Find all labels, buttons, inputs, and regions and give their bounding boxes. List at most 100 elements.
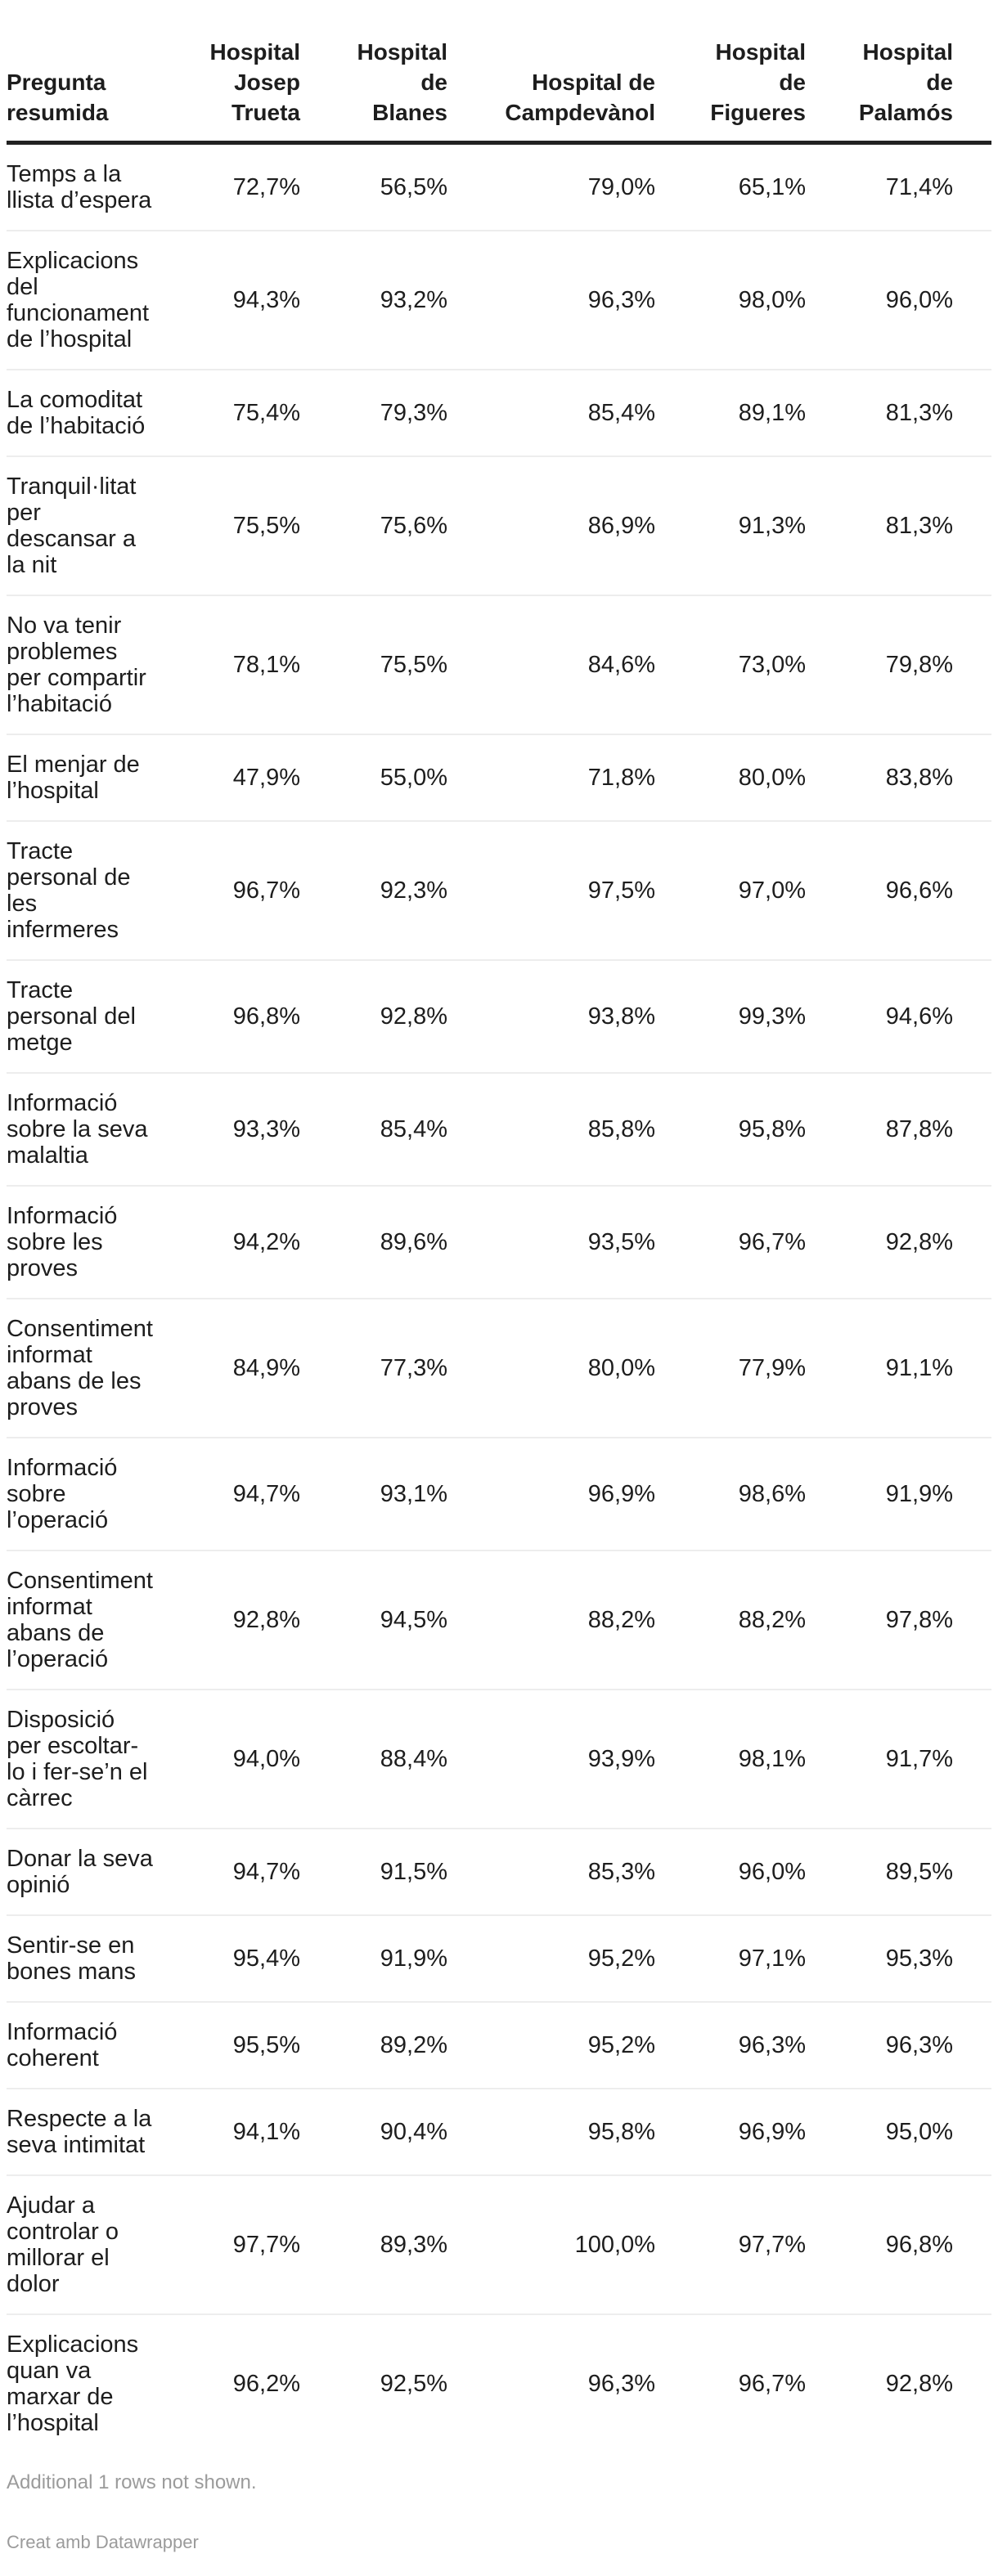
value-cell: 98,0% bbox=[663, 230, 814, 370]
value-cell: 85,3% bbox=[456, 1828, 663, 1915]
value-cell: 91,7% bbox=[814, 1689, 991, 1829]
value-cell: 80,0% bbox=[456, 1298, 663, 1438]
value-cell: 96,9% bbox=[456, 1437, 663, 1551]
question-cell: Explicacions quan va marxar de l’hospita… bbox=[7, 2313, 203, 2453]
value-cell: 75,4% bbox=[203, 369, 308, 456]
value-cell: 55,0% bbox=[308, 734, 456, 821]
value-cell: 95,2% bbox=[456, 1914, 663, 2002]
value-cell: 100,0% bbox=[456, 2174, 663, 2314]
table-row: Consentiment informat abans de les prove… bbox=[7, 1298, 991, 1438]
question-cell: Informació sobre la seva malaltia bbox=[7, 1072, 203, 1186]
question-cell: Informació sobre l’operació bbox=[7, 1437, 203, 1551]
table-row: Informació coherent 95,5% 89,2% 95,2% 96,3% 9… bbox=[7, 2001, 991, 2089]
value-cell: 95,4% bbox=[203, 1914, 308, 2002]
question-cell: Disposició per escoltar- lo i fer-se’n e… bbox=[7, 1689, 203, 1829]
value-cell: 71,4% bbox=[885, 174, 953, 200]
table-row: El menjar de l’hospital 47,9% 55,0% 71,8% 80… bbox=[7, 734, 991, 821]
value-cell: 75,5% bbox=[203, 456, 308, 595]
value-cell: 93,9% bbox=[456, 1689, 663, 1829]
column-header: Hospital de Campdevànol bbox=[456, 0, 663, 145]
value-cell: 88,4% bbox=[308, 1689, 456, 1829]
table-body: Temps a la llista d’espera 72,7% 56,5% 79,0… bbox=[7, 143, 991, 2453]
value-cell: 79,8% bbox=[814, 595, 991, 734]
value-cell: 96,2% bbox=[203, 2313, 308, 2453]
value-cell: 92,8% bbox=[203, 1550, 308, 1690]
value-cell: 94,6% bbox=[814, 959, 991, 1073]
value-cell: 95,2% bbox=[456, 2001, 663, 2089]
column-header: Hospital de Blanes bbox=[308, 0, 456, 145]
datawrapper-byline-link[interactable]: Creat amb Datawrapper bbox=[7, 2532, 199, 2552]
table-row: Tracte personal del metge 96,8% 92,8% 93,8%… bbox=[7, 959, 991, 1073]
value-cell: 71,8% bbox=[456, 734, 663, 821]
value-cell: 96,7% bbox=[203, 820, 308, 960]
value-cell: 90,4% bbox=[308, 2088, 456, 2175]
value-cell: 92,3% bbox=[308, 820, 456, 960]
value-cell: 89,5% bbox=[814, 1828, 991, 1915]
value-cell: 95,5% bbox=[203, 2001, 308, 2089]
value-cell: 91,3% bbox=[663, 456, 814, 595]
value-cell: 97,8% bbox=[814, 1550, 991, 1690]
value-cell: 93,2% bbox=[308, 230, 456, 370]
table-row: Temps a la llista d’espera 72,7% 56,5% 79,0… bbox=[7, 143, 991, 231]
value-cell: 96,8% bbox=[203, 959, 308, 1073]
value-cell: 97,7% bbox=[663, 2174, 814, 2314]
value-cell: 99,3% bbox=[663, 959, 814, 1073]
question-cell: Consentiment informat abans de l’operaci… bbox=[7, 1550, 203, 1690]
value-cell: 85,4% bbox=[308, 1072, 456, 1186]
value-cell: 91,5% bbox=[308, 1828, 456, 1915]
header-row: Pregunta resumida Hospital Josep Trueta Ho… bbox=[7, 0, 991, 145]
value-cell: 97,5% bbox=[456, 820, 663, 960]
table-row: Disposició per escoltar- lo i fer-se’n e… bbox=[7, 1689, 991, 1829]
question-cell: Respecte a la seva intimitat bbox=[7, 2088, 203, 2175]
value-cell: 89,3% bbox=[308, 2174, 456, 2314]
column-header: Hospital de Figueres bbox=[663, 0, 814, 145]
value-cell: 97,0% bbox=[663, 820, 814, 960]
question-cell: El menjar de l’hospital bbox=[7, 734, 203, 821]
value-cell: 95,3% bbox=[814, 1914, 991, 2002]
value-cell: 96,6% bbox=[814, 820, 991, 960]
value-cell: 96,8% bbox=[814, 2174, 991, 2314]
question-cell: Tracte personal del metge bbox=[7, 959, 203, 1073]
value-cell: 96,9% bbox=[663, 2088, 814, 2175]
value-cell: 92,8% bbox=[814, 2313, 991, 2453]
value-cell: 88,2% bbox=[456, 1550, 663, 1690]
value-cell: 72,7% bbox=[232, 174, 300, 200]
question-cell: Ajudar a controlar o millorar el dolor bbox=[7, 2174, 203, 2314]
value-cell: 94,2% bbox=[203, 1185, 308, 1299]
value-cell: 97,1% bbox=[663, 1914, 814, 2002]
value-cell: 80,0% bbox=[663, 734, 814, 821]
value-cell: 88,2% bbox=[663, 1550, 814, 1690]
value-cell: 75,5% bbox=[308, 595, 456, 734]
question-cell: No va tenir problemes per compartir l’ha… bbox=[7, 595, 203, 734]
table-row: Ajudar a controlar o millorar el dolor 97… bbox=[7, 2174, 991, 2314]
value-cell: 96,3% bbox=[456, 230, 663, 370]
table-row: Informació sobre la seva malaltia 93,3% 85… bbox=[7, 1072, 991, 1186]
value-cell: 96,7% bbox=[663, 2313, 814, 2453]
value-cell: 92,8% bbox=[814, 1185, 991, 1299]
table-row: Explicacions del funcionament de l’hospi… bbox=[7, 230, 991, 370]
value-cell: 81,3% bbox=[814, 369, 991, 456]
value-cell: 95,8% bbox=[456, 2088, 663, 2175]
value-cell: 92,8% bbox=[308, 959, 456, 1073]
value-cell: 95,8% bbox=[663, 1072, 814, 1186]
value-cell: 91,9% bbox=[814, 1437, 991, 1551]
question-cell: Donar la seva opinió bbox=[7, 1828, 203, 1915]
value-cell: 77,9% bbox=[663, 1298, 814, 1438]
question-cell: La comoditat de l’habitació bbox=[7, 369, 203, 456]
value-cell: 96,3% bbox=[663, 2001, 814, 2089]
value-cell: 93,8% bbox=[456, 959, 663, 1073]
value-cell: 91,9% bbox=[308, 1914, 456, 2002]
value-cell: 87,8% bbox=[814, 1072, 991, 1186]
question-cell: Sentir-se en bones mans bbox=[7, 1914, 203, 2002]
question-cell: Tracte personal de les infermeres bbox=[7, 820, 203, 960]
value-cell: 89,6% bbox=[308, 1185, 456, 1299]
column-header-question: Pregunta resumida bbox=[7, 0, 203, 145]
table-row: Tracte personal de les infermeres 96,7% 92… bbox=[7, 820, 991, 960]
value-cell: 96,3% bbox=[456, 2313, 663, 2453]
value-cell: 73,0% bbox=[663, 595, 814, 734]
table-row: Donar la seva opinió 94,7% 91,5% 85,3% 96,0%… bbox=[7, 1828, 991, 1915]
question-cell: Consentiment informat abans de les prove… bbox=[7, 1298, 203, 1438]
value-cell: 94,1% bbox=[203, 2088, 308, 2175]
value-cell: 84,9% bbox=[203, 1298, 308, 1438]
